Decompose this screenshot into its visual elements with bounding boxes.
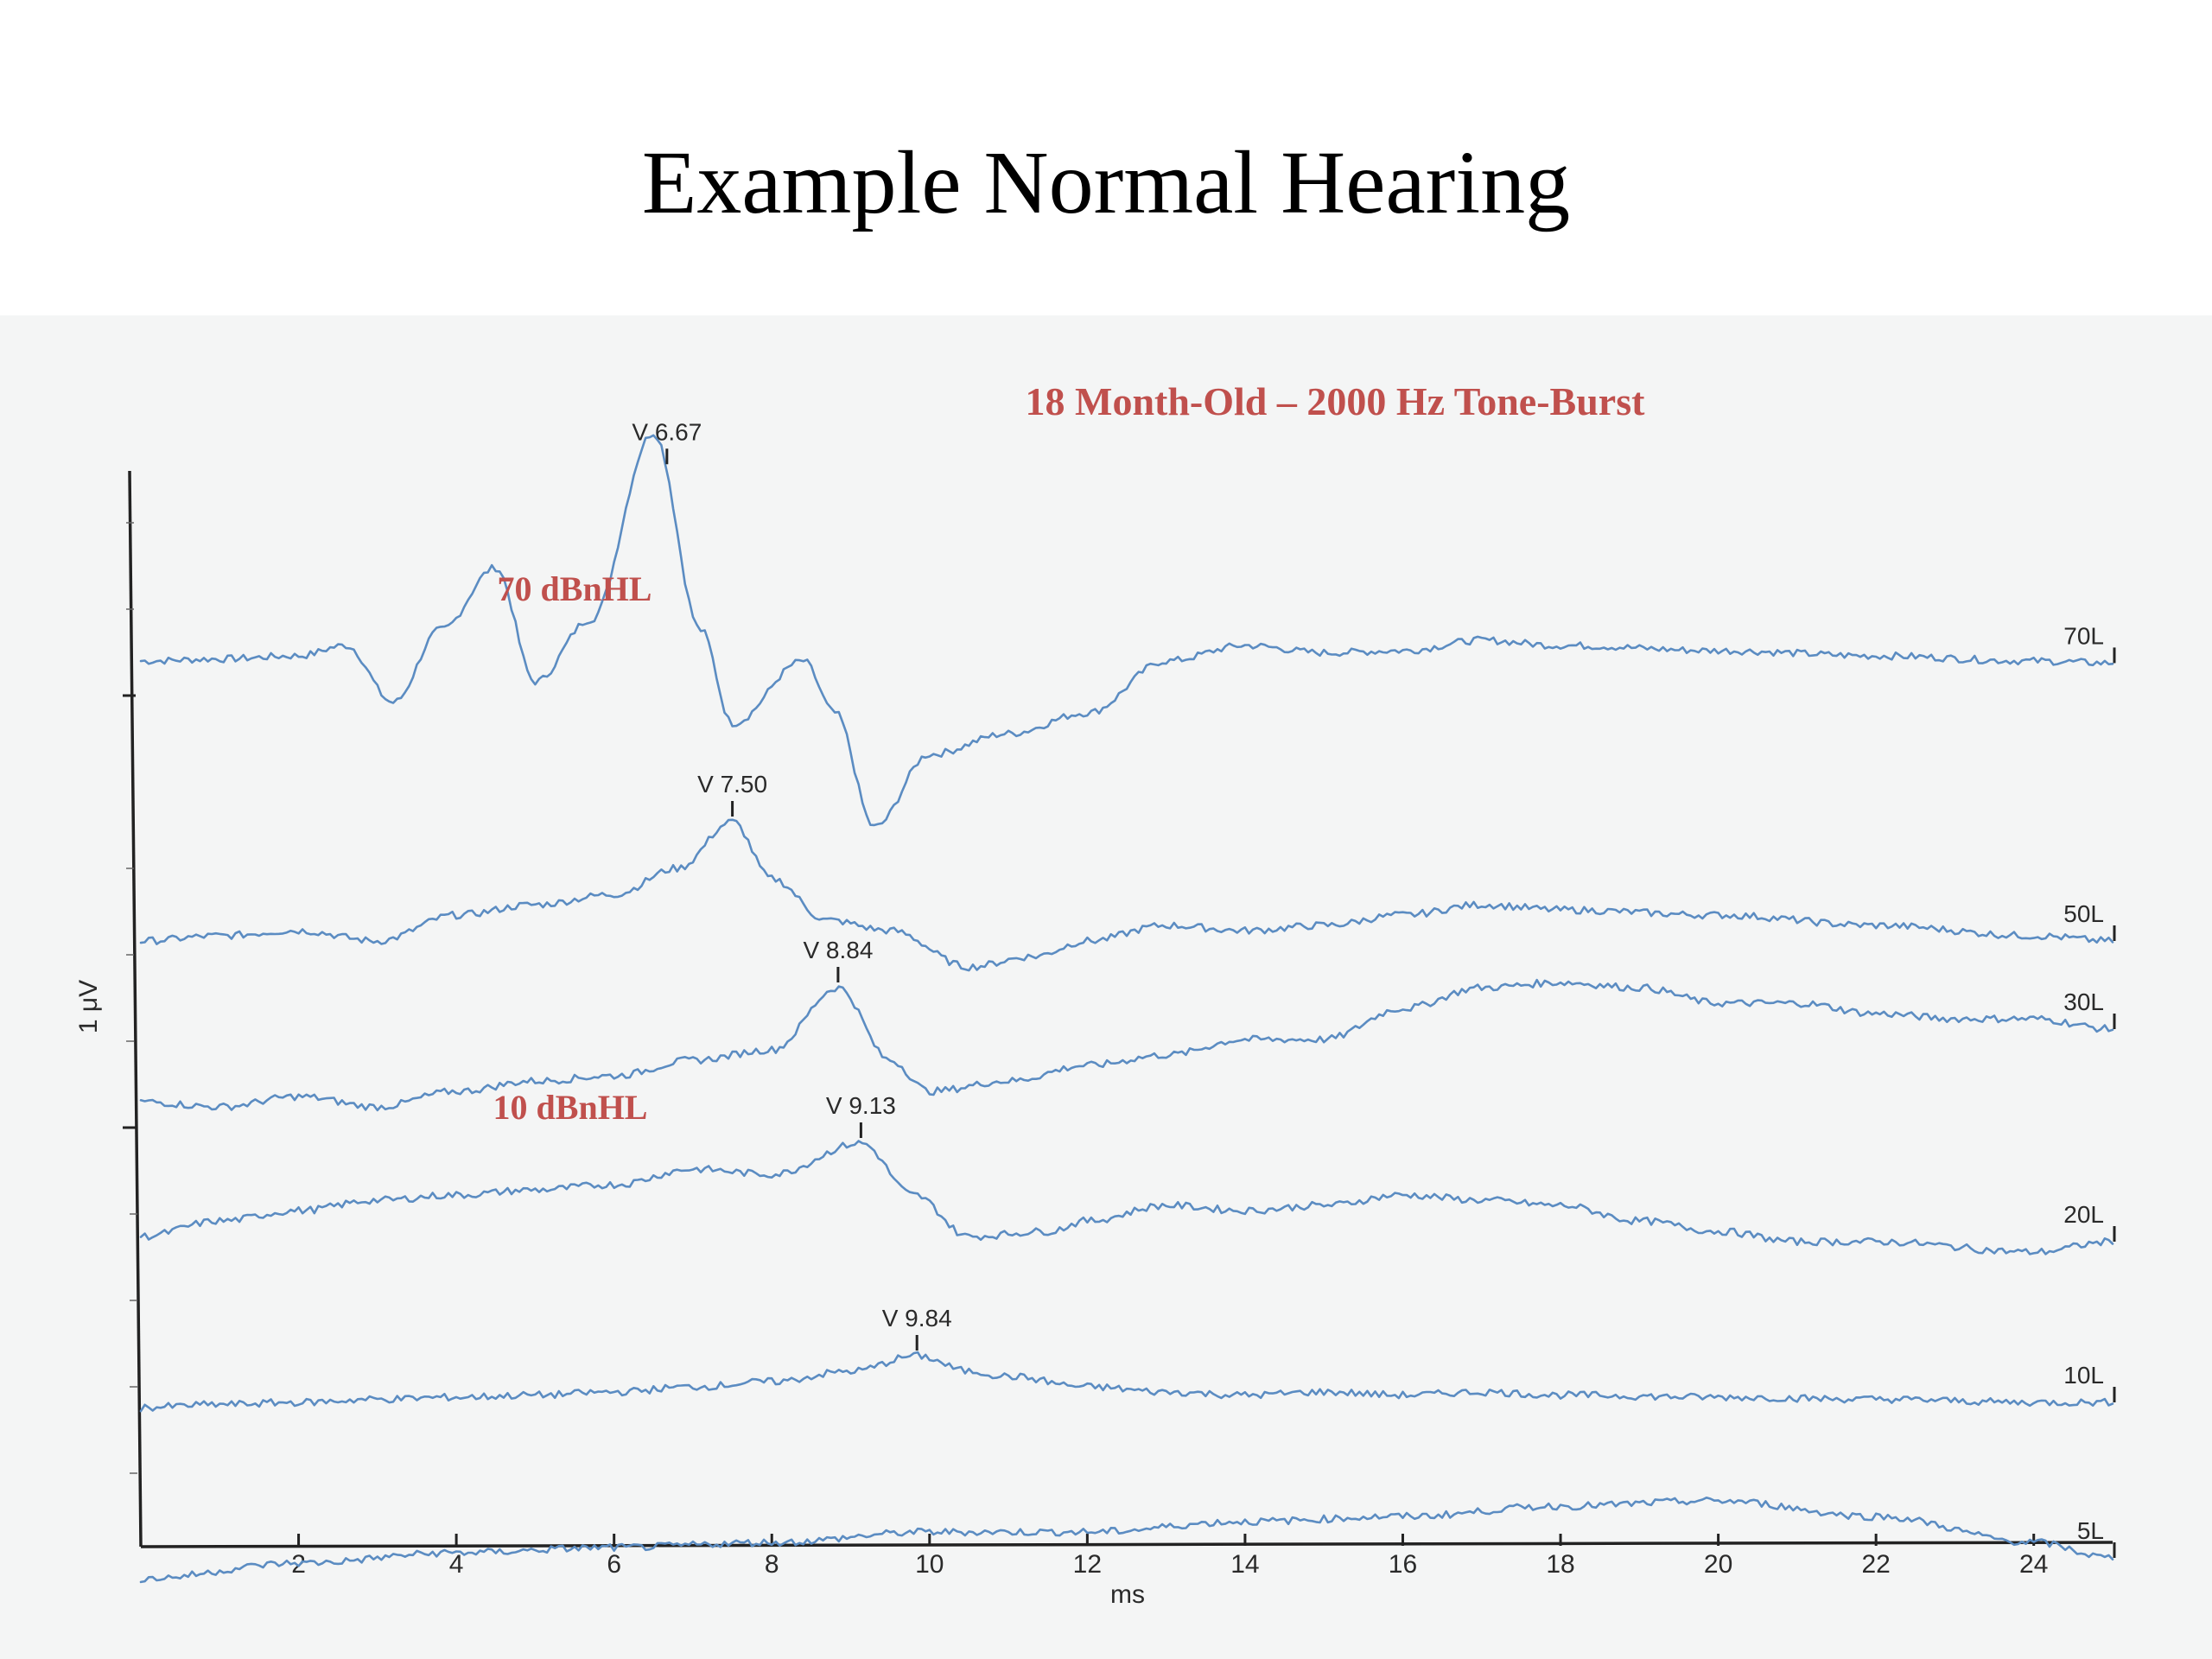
- x-tick-label: 8: [765, 1550, 779, 1579]
- x-tick-label: 18: [1546, 1550, 1574, 1579]
- peak-label-10L: V 9.84: [882, 1305, 952, 1332]
- x-ticks: 2 4 6 8 10 12 14 16 18 20 22 24: [291, 1534, 2048, 1579]
- trace-label-70L: 70L: [2063, 622, 2104, 649]
- abr-waveform-chart: 18 Month-Old – 2000 Hz Tone-Burst 1 μV m…: [74, 379, 2116, 1609]
- x-tick-label: 10: [915, 1550, 944, 1579]
- trace-20L: [139, 1140, 2114, 1255]
- figure-panel: 18 Month-Old – 2000 Hz Tone-Burst 1 μV m…: [0, 315, 2212, 1659]
- x-tick-label: 20: [1704, 1550, 1732, 1579]
- x-tick-label: 16: [1389, 1550, 1417, 1579]
- x-tick-label: 4: [449, 1550, 464, 1579]
- trace-10L: [139, 1351, 2114, 1413]
- trace-labels: 70L50L30L20L10L5L0L: [2063, 622, 2116, 1558]
- x-tick-label: 12: [1073, 1550, 1102, 1579]
- chart-title: 18 Month-Old – 2000 Hz Tone-Burst: [1026, 379, 1646, 423]
- x-tick-label: 6: [607, 1550, 621, 1579]
- annotation-70-dbnhl: 70 dBnHL: [498, 569, 652, 608]
- peak-label-50L: V 7.50: [697, 771, 767, 798]
- traces: [139, 434, 2114, 1584]
- peak-markers: V 6.67 V 7.50 V 8.84 V 9.13 V 9.84: [632, 418, 952, 1351]
- trace-50L: [139, 818, 2114, 972]
- trace-5L: [139, 1497, 2114, 1584]
- trace-label-5L: 5L: [2077, 1517, 2104, 1544]
- trace-70L: [139, 434, 2114, 827]
- trace-label-20L: 20L: [2063, 1201, 2104, 1228]
- y-axis-label: 1 μV: [74, 980, 103, 1033]
- axes: 1 μV ms: [74, 470, 2113, 1609]
- x-axis-label: ms: [1110, 1580, 1145, 1609]
- annotation-10-dbnhl: 10 dBnHL: [493, 1088, 648, 1127]
- peak-label-20L: V 9.13: [826, 1092, 896, 1119]
- peak-label-30L: V 8.84: [803, 937, 873, 963]
- x-axis-line: [140, 1541, 2113, 1548]
- x-tick-label: 22: [1861, 1550, 1890, 1579]
- trace-label-10L: 10L: [2063, 1362, 2104, 1389]
- trace-label-30L: 30L: [2063, 988, 2104, 1015]
- trace-30L: [139, 978, 2114, 1112]
- trace-label-50L: 50L: [2063, 900, 2104, 927]
- slide-title: Example Normal Hearing: [641, 133, 1571, 232]
- x-tick-label: 24: [2019, 1550, 2048, 1579]
- y-axis-line: [128, 470, 143, 1548]
- peak-label-70L: V 6.67: [632, 418, 702, 445]
- x-tick-label: 14: [1230, 1550, 1259, 1579]
